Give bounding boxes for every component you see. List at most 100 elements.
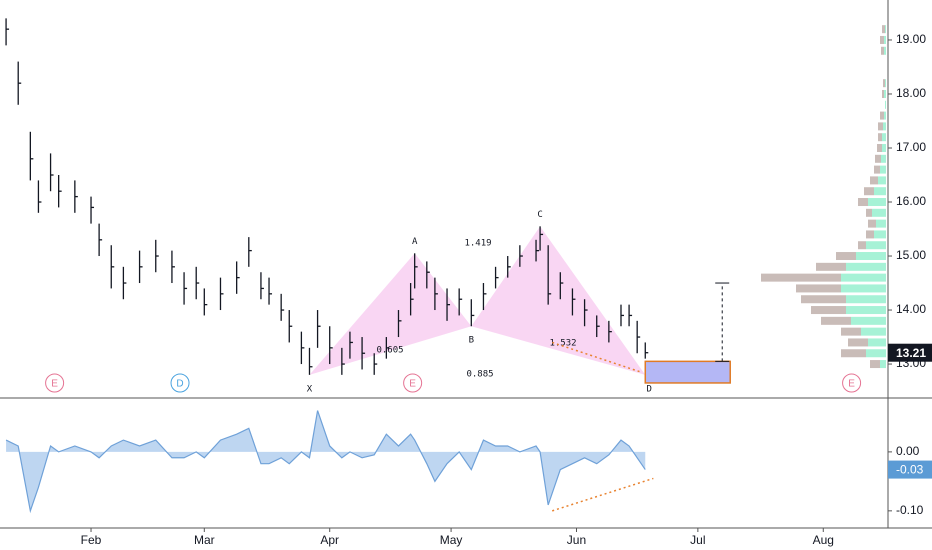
volume-profile-down xyxy=(877,143,882,152)
volume-profile-up xyxy=(866,349,886,358)
volume-profile-up xyxy=(883,122,886,131)
volume-profile-up xyxy=(856,252,886,261)
event-label: E xyxy=(848,379,855,390)
volume-profile-down xyxy=(836,252,856,261)
indicator-line xyxy=(5,410,646,514)
x-tick-label: May xyxy=(440,533,463,547)
volume-profile-down xyxy=(883,79,885,88)
volume-profile-up xyxy=(846,306,886,315)
volume-profile-down xyxy=(878,122,883,131)
volume-profile-down xyxy=(878,133,882,142)
volume-profile-down xyxy=(761,273,841,282)
volume-profile-up xyxy=(851,316,886,325)
volume-profile-down xyxy=(841,327,861,336)
target-zone xyxy=(644,360,731,384)
volume-profile-up xyxy=(861,327,886,336)
volume-profile-down xyxy=(821,316,851,325)
volume-profile-up xyxy=(880,165,886,174)
volume-profile-down xyxy=(880,111,884,120)
volume-profile-down xyxy=(882,25,885,34)
volume-profile-up xyxy=(884,89,886,98)
volume-profile-down xyxy=(866,230,874,239)
volume-profile-down xyxy=(841,349,866,358)
volume-profile-down xyxy=(882,89,884,98)
volume-profile-up xyxy=(868,338,886,347)
volume-profile-down xyxy=(881,46,884,55)
volume-profile-down xyxy=(875,154,881,163)
volume-profile-up xyxy=(874,230,886,239)
volume-profile-down xyxy=(858,241,866,250)
volume-profile-up xyxy=(868,198,886,207)
x-tick-label: Feb xyxy=(81,533,102,547)
volume-profile-up xyxy=(882,143,886,152)
volume-profile-up xyxy=(846,262,886,271)
y-tick-label: 17.00 xyxy=(896,140,926,154)
x-tick-label: Mar xyxy=(194,533,215,547)
volume-profile-down xyxy=(866,208,872,217)
volume-profile-up xyxy=(881,154,886,163)
y-tick-label: 19.00 xyxy=(896,32,926,46)
y-tick-label: 0.00 xyxy=(896,444,920,458)
x-tick-label: Aug xyxy=(813,533,834,547)
pattern-ratio: 1.532 xyxy=(549,339,576,349)
volume-profile-up xyxy=(885,100,886,109)
last-price-label: 13.21 xyxy=(896,346,926,360)
pattern-point-label: B xyxy=(469,336,474,346)
volume-profile-up xyxy=(866,241,886,250)
pattern-point-label: D xyxy=(647,384,652,394)
volume-profile-up xyxy=(841,273,886,282)
event-label: E xyxy=(51,379,58,390)
volume-profile-down xyxy=(816,262,846,271)
x-tick-label: Apr xyxy=(320,533,339,547)
volume-profile-up xyxy=(884,46,886,55)
volume-profile-up xyxy=(874,187,886,196)
x-tick-label: Jun xyxy=(567,533,586,547)
pattern-point-label: C xyxy=(537,210,542,220)
event-label: D xyxy=(176,379,183,390)
volume-profile-up xyxy=(882,133,886,142)
volume-profile-down xyxy=(864,187,874,196)
pattern-ratio: 0.605 xyxy=(376,346,403,356)
volume-profile-up xyxy=(885,79,886,88)
volume-profile-up xyxy=(876,219,886,228)
y-tick-label: 14.00 xyxy=(896,302,926,316)
volume-profile-down xyxy=(796,284,841,293)
harmonic-pattern-leg xyxy=(471,226,646,375)
pattern-point-label: X xyxy=(307,384,313,394)
divergence-line xyxy=(551,477,654,512)
volume-profile-down xyxy=(870,176,878,185)
event-marker xyxy=(842,373,862,393)
event-marker xyxy=(45,373,65,393)
volume-profile-down xyxy=(848,338,868,347)
pattern-point-label: A xyxy=(412,237,418,247)
volume-profile-down xyxy=(870,360,880,369)
volume-profile-down xyxy=(801,295,846,304)
volume-profile-up xyxy=(884,111,886,120)
volume-profile-up xyxy=(880,360,886,369)
volume-profile-up xyxy=(846,295,886,304)
volume-profile-up xyxy=(878,176,886,185)
y-tick-label: 16.00 xyxy=(896,194,926,208)
volume-profile-down xyxy=(874,165,880,174)
volume-profile-up xyxy=(884,35,886,44)
event-marker xyxy=(403,373,423,393)
indicator-last-box xyxy=(888,460,932,479)
indicator-last-label: -0.03 xyxy=(896,463,924,477)
divergence-line xyxy=(551,341,642,373)
event-label: E xyxy=(409,379,416,390)
volume-profile-down xyxy=(811,306,846,315)
volume-profile-up xyxy=(872,208,886,217)
volume-profile-up xyxy=(885,25,886,34)
last-price-box xyxy=(888,343,932,362)
x-tick-label: Jul xyxy=(690,533,705,547)
y-tick-label: -0.10 xyxy=(896,503,924,517)
pattern-ratio: 1.419 xyxy=(464,239,491,249)
indicator-area xyxy=(6,410,646,511)
volume-profile-down xyxy=(868,219,876,228)
volume-profile-down xyxy=(880,35,884,44)
y-tick-label: 15.00 xyxy=(896,248,926,262)
volume-profile-up xyxy=(841,284,886,293)
pattern-ratio: 0.885 xyxy=(466,370,493,380)
